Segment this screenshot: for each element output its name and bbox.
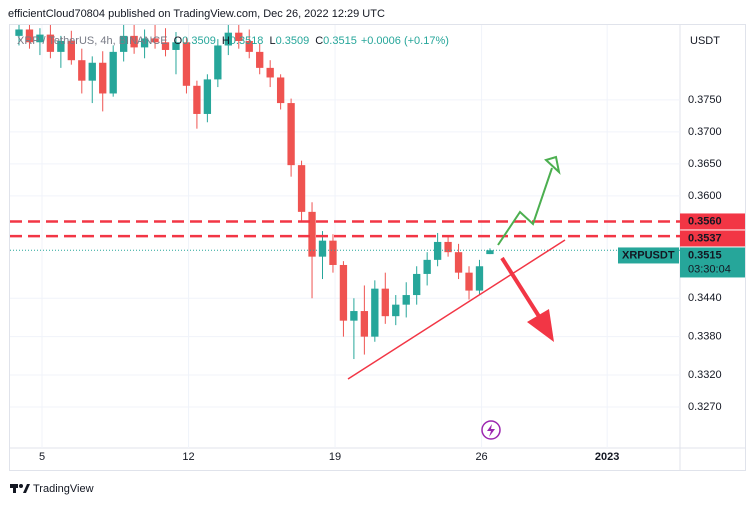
candle-body [25, 29, 34, 43]
event-icon [481, 420, 501, 440]
candle-body [78, 60, 86, 81]
axis-layer: 0.3270 0.3320 0.3380 0.3440 0.3600 0.3650 0.37… [39, 94, 745, 463]
change-label: +0.0006 (+0.17%) [361, 35, 449, 47]
candle-body [339, 264, 348, 321]
y-tick-label: 0.3270 [688, 401, 722, 413]
drawings [347, 155, 566, 440]
candle-body [245, 40, 253, 52]
candle-body [140, 38, 149, 48]
x-tick-label: 12 [182, 451, 194, 463]
candle-body [465, 272, 473, 291]
candle-body [402, 295, 410, 305]
candle-body [88, 62, 96, 81]
candle-body [224, 32, 232, 46]
candle-body [318, 240, 327, 257]
up-arrow-head [544, 155, 561, 175]
candle-body [475, 266, 484, 291]
candle-body [99, 62, 107, 94]
price-box [680, 247, 745, 278]
y-tick-label: 0.3750 [688, 94, 722, 106]
candle-body [444, 241, 452, 253]
down-arrow-head [527, 309, 554, 342]
y-tick-label: 0.3600 [688, 190, 722, 202]
ohlc-value: 0.3518 [230, 35, 264, 47]
ohlc-value: 0.3515 [323, 35, 357, 47]
candle-body [203, 79, 212, 114]
y-tick-label: 0.3700 [688, 126, 722, 138]
candle-body [276, 77, 285, 104]
candle-body [413, 273, 421, 296]
symbol-label: XRPUSDT [622, 249, 675, 261]
candle-body [360, 311, 369, 337]
logo-stem [13, 484, 16, 493]
footer-logo [10, 484, 30, 493]
candle-body [182, 42, 191, 86]
level-box [680, 230, 745, 247]
logo-dot [19, 484, 23, 488]
level-label: 0.3560 [688, 215, 722, 227]
candle-body [454, 252, 463, 273]
ohlc-key: C [315, 35, 323, 47]
candle-body [46, 34, 55, 52]
x-tick-label: 19 [329, 451, 341, 463]
candle-body [15, 29, 23, 36]
candle-body [329, 240, 337, 265]
x-tick-label: 5 [39, 451, 45, 463]
candle-body [308, 211, 316, 257]
candle-body [381, 288, 389, 317]
x-tick-label: 2023 [595, 451, 619, 463]
candle-body [392, 304, 400, 317]
symbol-title: XRP / TetherUS, 4h, BINANCE [17, 35, 168, 47]
up-arrow [497, 167, 553, 246]
candle-body [151, 38, 159, 43]
ohlc-legend: XRP / TetherUS, 4h, BINANCE O0.3509 H0.351… [17, 35, 449, 47]
level-box [680, 213, 745, 230]
y-axis-label: USDT [690, 35, 720, 47]
publisher-line: efficientCloud70804 published on Trading… [8, 8, 385, 20]
ohlc-value: 0.3509 [182, 35, 216, 47]
candle-body [57, 40, 65, 52]
ohlc-key: L [269, 35, 275, 47]
candle-body [287, 103, 295, 166]
candle-body [36, 34, 44, 43]
candle-body [67, 40, 75, 61]
candle-body [266, 67, 274, 78]
candle-body [350, 311, 358, 321]
event-bolt [487, 424, 495, 437]
plot-area [10, 25, 680, 360]
y-tick-label: 0.3320 [688, 369, 722, 381]
ohlc-key: O [174, 35, 183, 47]
symbol-box [618, 247, 679, 264]
chart-frame [9, 24, 746, 471]
y-tick-label: 0.3380 [688, 331, 722, 343]
candle-body [256, 51, 264, 68]
trend-line [347, 239, 566, 380]
candle-body [297, 165, 306, 212]
logo-slash [23, 484, 30, 493]
candle-body [423, 259, 431, 274]
candle-body [161, 42, 170, 50]
down-arrow [500, 256, 542, 320]
candle-body [433, 241, 442, 260]
price-label: 0.3515 [688, 249, 722, 261]
footer-brand: TradingView [33, 483, 94, 495]
ohlc-value: 0.3509 [276, 35, 310, 47]
y-tick-label: 0.3440 [688, 292, 722, 304]
candle-body [130, 35, 138, 48]
level-label: 0.3537 [688, 232, 722, 244]
candle-body [214, 45, 222, 80]
candle-body [109, 51, 117, 94]
x-tick-label: 26 [475, 451, 487, 463]
candle-body [235, 32, 243, 41]
ohlc-key: H [222, 35, 230, 47]
candle-body [193, 85, 201, 114]
candle-body [119, 35, 128, 52]
candle-body [371, 288, 379, 337]
countdown-label: 03:30:04 [688, 263, 731, 275]
candle-body [486, 250, 494, 255]
y-tick-label: 0.3650 [688, 158, 722, 170]
candle-body [172, 42, 180, 50]
